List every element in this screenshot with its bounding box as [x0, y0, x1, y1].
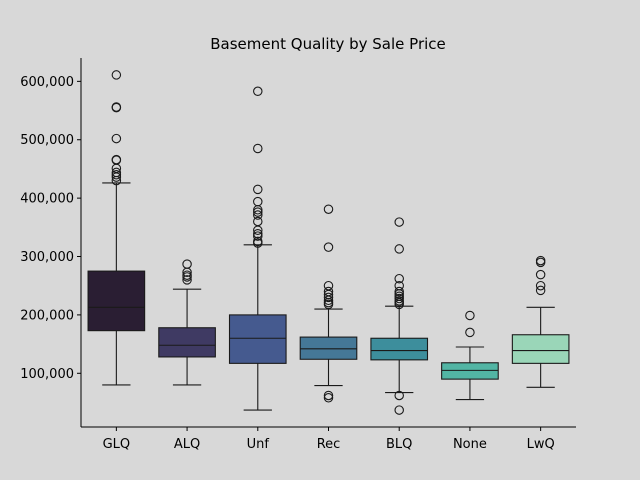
outlier-point	[394, 286, 404, 297]
box-lwq	[511, 334, 570, 364]
box-blq	[370, 337, 429, 361]
outlier-point	[465, 327, 475, 338]
outlier-point	[253, 207, 263, 217]
outlier-point	[253, 225, 263, 235]
outlier-point	[111, 70, 122, 80]
outlier-point	[323, 390, 334, 401]
outlier-point	[394, 390, 404, 401]
outlier-point	[253, 238, 263, 248]
outlier-point	[111, 170, 122, 180]
y-tick-label: 400,000	[20, 192, 74, 207]
outlier-point	[394, 217, 404, 227]
x-tick-label: GLQ	[103, 437, 131, 452]
y-tick-label: 300,000	[20, 250, 74, 265]
outlier-point	[535, 285, 546, 296]
outlier-point	[323, 242, 334, 252]
x-tick-label: BLQ	[386, 437, 412, 452]
outlier-point	[535, 269, 546, 280]
outlier-point	[394, 405, 404, 415]
outlier-point	[323, 393, 334, 403]
x-tick-label: None	[453, 437, 487, 452]
x-tick-label: Unf	[247, 437, 270, 452]
y-tick-label: 600,000	[20, 75, 74, 90]
outlier-point	[253, 205, 263, 215]
outlier-point	[253, 86, 263, 97]
y-tick-label: 100,000	[20, 367, 74, 382]
outlier-point	[253, 143, 263, 154]
box-unf	[228, 314, 287, 364]
outlier-point	[182, 275, 192, 285]
outlier-point	[394, 299, 404, 310]
outlier-point	[111, 172, 122, 182]
outlier-point	[111, 102, 122, 113]
outlier-point	[535, 280, 546, 291]
outlier-point	[323, 204, 334, 214]
y-tick-label: 200,000	[20, 308, 74, 323]
outlier-point	[253, 228, 263, 239]
y-tick-label: 500,000	[20, 133, 74, 148]
x-tick-label: Rec	[317, 437, 341, 452]
outlier-point	[253, 210, 263, 220]
outlier-point	[535, 257, 546, 268]
box-rec	[299, 336, 358, 360]
box-alq	[158, 327, 216, 358]
outlier-point	[253, 231, 263, 241]
outlier-point	[323, 292, 334, 303]
box-none	[441, 362, 499, 380]
x-tick-label: LwQ	[527, 437, 555, 452]
outlier-point	[394, 273, 404, 284]
outlier-point	[394, 293, 404, 304]
outlier-point	[323, 299, 334, 310]
box-glq	[87, 270, 146, 332]
outlier-point	[253, 184, 263, 195]
outlier-point	[465, 310, 475, 321]
outlier-point	[182, 267, 192, 278]
outlier-point	[394, 244, 404, 254]
plot-area: 100,000 200,000 300,000 400,000 500,000 600,0…	[20, 70, 570, 452]
x-tick-label: ALQ	[174, 437, 200, 452]
outlier-point	[111, 175, 122, 186]
outlier-point	[111, 133, 122, 144]
outlier-point	[182, 272, 192, 282]
chart-title: Basement Quality by Sale Price	[210, 35, 446, 53]
outlier-point	[323, 295, 334, 306]
